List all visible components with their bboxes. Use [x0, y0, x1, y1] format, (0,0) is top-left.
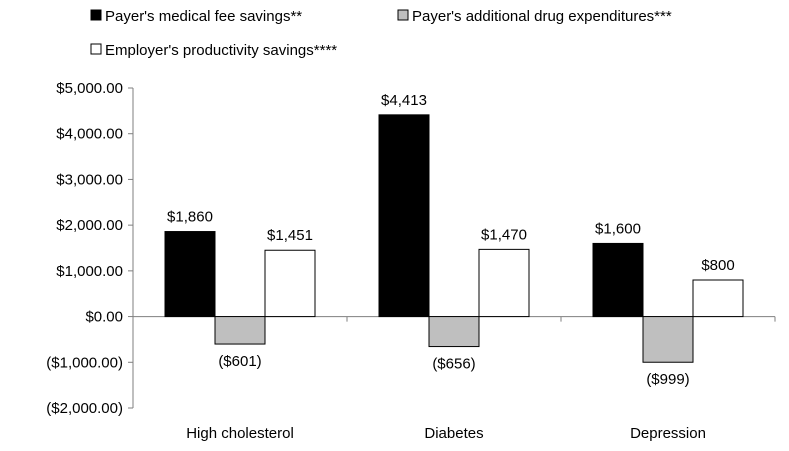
- data-label: $1,470: [481, 226, 527, 243]
- data-label: ($601): [218, 353, 261, 370]
- y-tick-label: ($2,000.00): [46, 400, 123, 417]
- data-labels: $1,860 ($601) $1,451 $4,413 ($656) $1,470 $1,6…: [167, 92, 735, 388]
- y-tick-label: $2,000.00: [56, 217, 123, 234]
- data-label: ($656): [432, 356, 475, 373]
- data-label: ($999): [646, 371, 689, 388]
- y-axis: $5,000.00 $4,000.00 $3,000.00 $2,000.00 $1,0…: [46, 80, 134, 417]
- category-label: High cholesterol: [186, 425, 294, 442]
- legend: Payer's medical fee savings** Payer's add…: [90, 8, 672, 59]
- data-label: $800: [701, 257, 734, 274]
- bar: [592, 242, 644, 318]
- legend-swatch: [90, 43, 102, 55]
- legend-label: Employer's productivity savings****: [105, 42, 337, 59]
- bar: [428, 316, 480, 348]
- y-tick-label: $3,000.00: [56, 171, 123, 188]
- category-label: Diabetes: [424, 425, 483, 442]
- y-tick-label: $5,000.00: [56, 80, 123, 97]
- y-tick-label: $4,000.00: [56, 126, 123, 143]
- data-label: $1,451: [267, 227, 313, 244]
- category-label: Depression: [630, 425, 706, 442]
- y-tick-label: ($1,000.00): [46, 354, 123, 371]
- bars: [164, 114, 744, 363]
- legend-label: Payer's medical fee savings**: [105, 8, 302, 25]
- legend-swatch: [90, 9, 102, 21]
- bar: [642, 316, 694, 363]
- data-label: $1,600: [595, 220, 641, 237]
- data-label: $1,860: [167, 209, 213, 226]
- y-tick-label: $0.00: [85, 309, 123, 326]
- data-label: $4,413: [381, 92, 427, 109]
- y-tick-label: $1,000.00: [56, 263, 123, 280]
- bar: [692, 279, 744, 318]
- bar: [478, 248, 530, 318]
- bar: [378, 114, 430, 318]
- bar: [264, 249, 316, 318]
- bar: [214, 316, 266, 345]
- legend-label: Payer's additional drug expenditures***: [412, 8, 672, 25]
- bar: [164, 231, 216, 318]
- legend-swatch: [397, 9, 409, 21]
